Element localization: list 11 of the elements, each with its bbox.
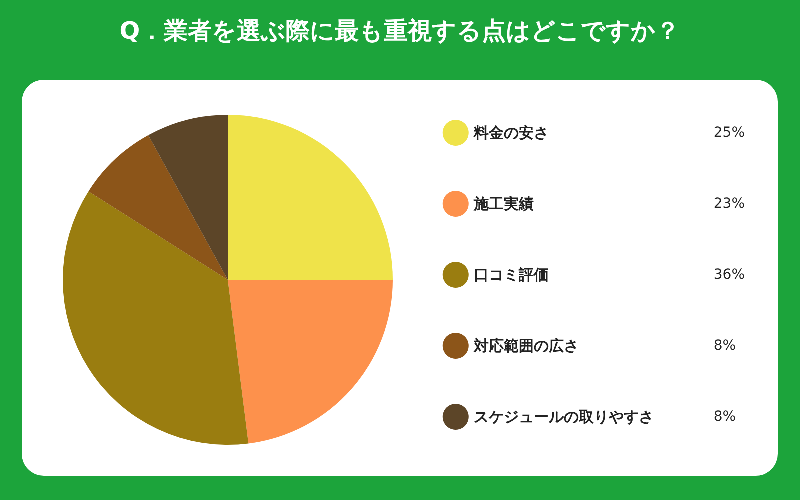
chart-title: Q．業者を選ぶ際に最も重視する点はどこですか？ [120,17,680,45]
data-label: 36% [714,267,746,283]
data-label: 25% [714,125,746,141]
data-label: 8% [714,338,736,354]
legend-label: スケジュールの取りやすさ [474,408,654,426]
legend-label: 施工実績 [472,195,534,213]
legend-label: 料金の安さ [472,124,549,142]
data-label: 23% [714,196,746,212]
legend-label: 口コミ評価 [474,266,549,284]
legend-label: 対応範囲の広さ [472,337,579,355]
data-label: 8% [714,409,736,425]
